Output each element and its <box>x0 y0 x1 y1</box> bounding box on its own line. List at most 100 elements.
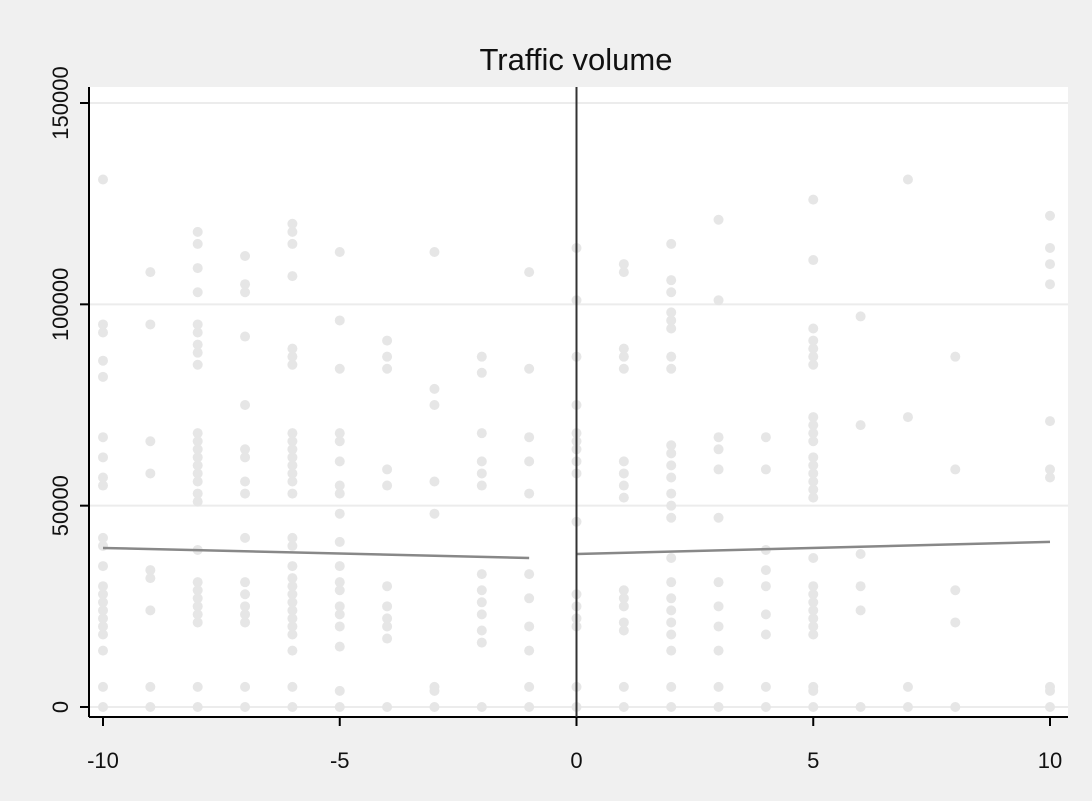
data-point <box>808 484 819 495</box>
data-point <box>382 702 393 712</box>
data-point <box>713 214 724 225</box>
data-point <box>98 681 108 692</box>
data-point <box>98 645 108 656</box>
data-point <box>287 532 298 543</box>
data-point <box>240 452 251 463</box>
data-point <box>429 681 440 692</box>
data-point <box>192 287 203 298</box>
data-point <box>524 593 535 604</box>
data-point <box>524 569 535 580</box>
data-point <box>287 271 298 282</box>
data-point <box>713 645 724 656</box>
data-point <box>429 400 440 410</box>
data-point <box>240 251 251 262</box>
data-point <box>618 492 629 503</box>
data-point <box>476 597 487 608</box>
data-point <box>808 412 819 423</box>
data-point <box>192 347 203 358</box>
data-point <box>192 263 203 274</box>
data-point <box>382 363 393 374</box>
fit-line-right <box>576 540 1051 556</box>
data-point <box>334 561 345 572</box>
data-point <box>524 645 535 656</box>
data-point <box>192 593 203 604</box>
data-point <box>618 456 629 467</box>
data-point <box>950 351 961 362</box>
data-point <box>334 315 345 326</box>
data-point <box>287 561 298 572</box>
data-point <box>287 597 298 608</box>
data-point <box>855 702 866 712</box>
data-point <box>476 569 487 580</box>
data-point <box>808 194 819 205</box>
data-point <box>334 621 345 632</box>
data-point <box>98 621 108 632</box>
data-point <box>192 452 203 463</box>
data-point <box>808 436 819 447</box>
data-point <box>666 681 677 692</box>
data-point <box>524 363 535 374</box>
data-point <box>950 702 961 712</box>
y-axis-ticks: 0 50000 100000 150000 <box>48 66 89 713</box>
data-point <box>98 629 108 640</box>
data-point <box>808 255 819 266</box>
data-point <box>192 444 203 455</box>
data-point <box>808 468 819 479</box>
data-point <box>808 460 819 471</box>
data-point <box>98 561 108 572</box>
data-point <box>334 577 345 588</box>
data-point <box>808 492 819 503</box>
data-point <box>666 363 677 374</box>
data-point <box>192 238 203 249</box>
data-point <box>666 440 677 451</box>
data-point <box>476 456 487 467</box>
data-point <box>240 331 251 342</box>
data-point <box>1045 416 1055 427</box>
y-tick-label: 150000 <box>48 66 73 139</box>
data-point <box>808 613 819 624</box>
data-point <box>476 609 487 620</box>
data-point <box>98 589 108 600</box>
data-point <box>666 307 677 318</box>
data-point <box>666 315 677 326</box>
data-point <box>808 629 819 640</box>
data-point <box>98 597 108 608</box>
data-point <box>713 512 724 523</box>
data-point <box>855 581 866 592</box>
data-point <box>334 536 345 547</box>
data-point <box>950 617 961 628</box>
data-point <box>760 609 771 620</box>
data-point <box>145 681 156 692</box>
data-point <box>192 476 203 487</box>
data-point <box>666 553 677 564</box>
x-tick-label: 5 <box>807 748 819 773</box>
data-point <box>334 702 345 712</box>
data-point <box>192 609 203 620</box>
data-point <box>98 432 108 443</box>
data-point <box>808 621 819 632</box>
data-point <box>240 488 251 499</box>
data-point <box>192 428 203 439</box>
data-point <box>382 601 393 612</box>
data-point <box>98 581 108 592</box>
data-point <box>287 452 298 463</box>
data-point <box>902 702 913 712</box>
data-point <box>666 629 677 640</box>
chart-title: Traffic volume <box>480 42 673 77</box>
data-point <box>666 577 677 588</box>
data-point <box>145 468 156 479</box>
data-point <box>287 468 298 479</box>
data-point <box>618 601 629 612</box>
data-point <box>713 621 724 632</box>
data-point <box>287 613 298 624</box>
data-point <box>287 343 298 354</box>
data-point <box>382 581 393 592</box>
data-point <box>382 480 393 491</box>
data-point <box>287 605 298 616</box>
data-point <box>855 605 866 616</box>
data-point <box>808 597 819 608</box>
data-point <box>429 702 440 712</box>
data-point <box>855 548 866 559</box>
data-point <box>524 702 535 712</box>
data-point <box>666 275 677 286</box>
